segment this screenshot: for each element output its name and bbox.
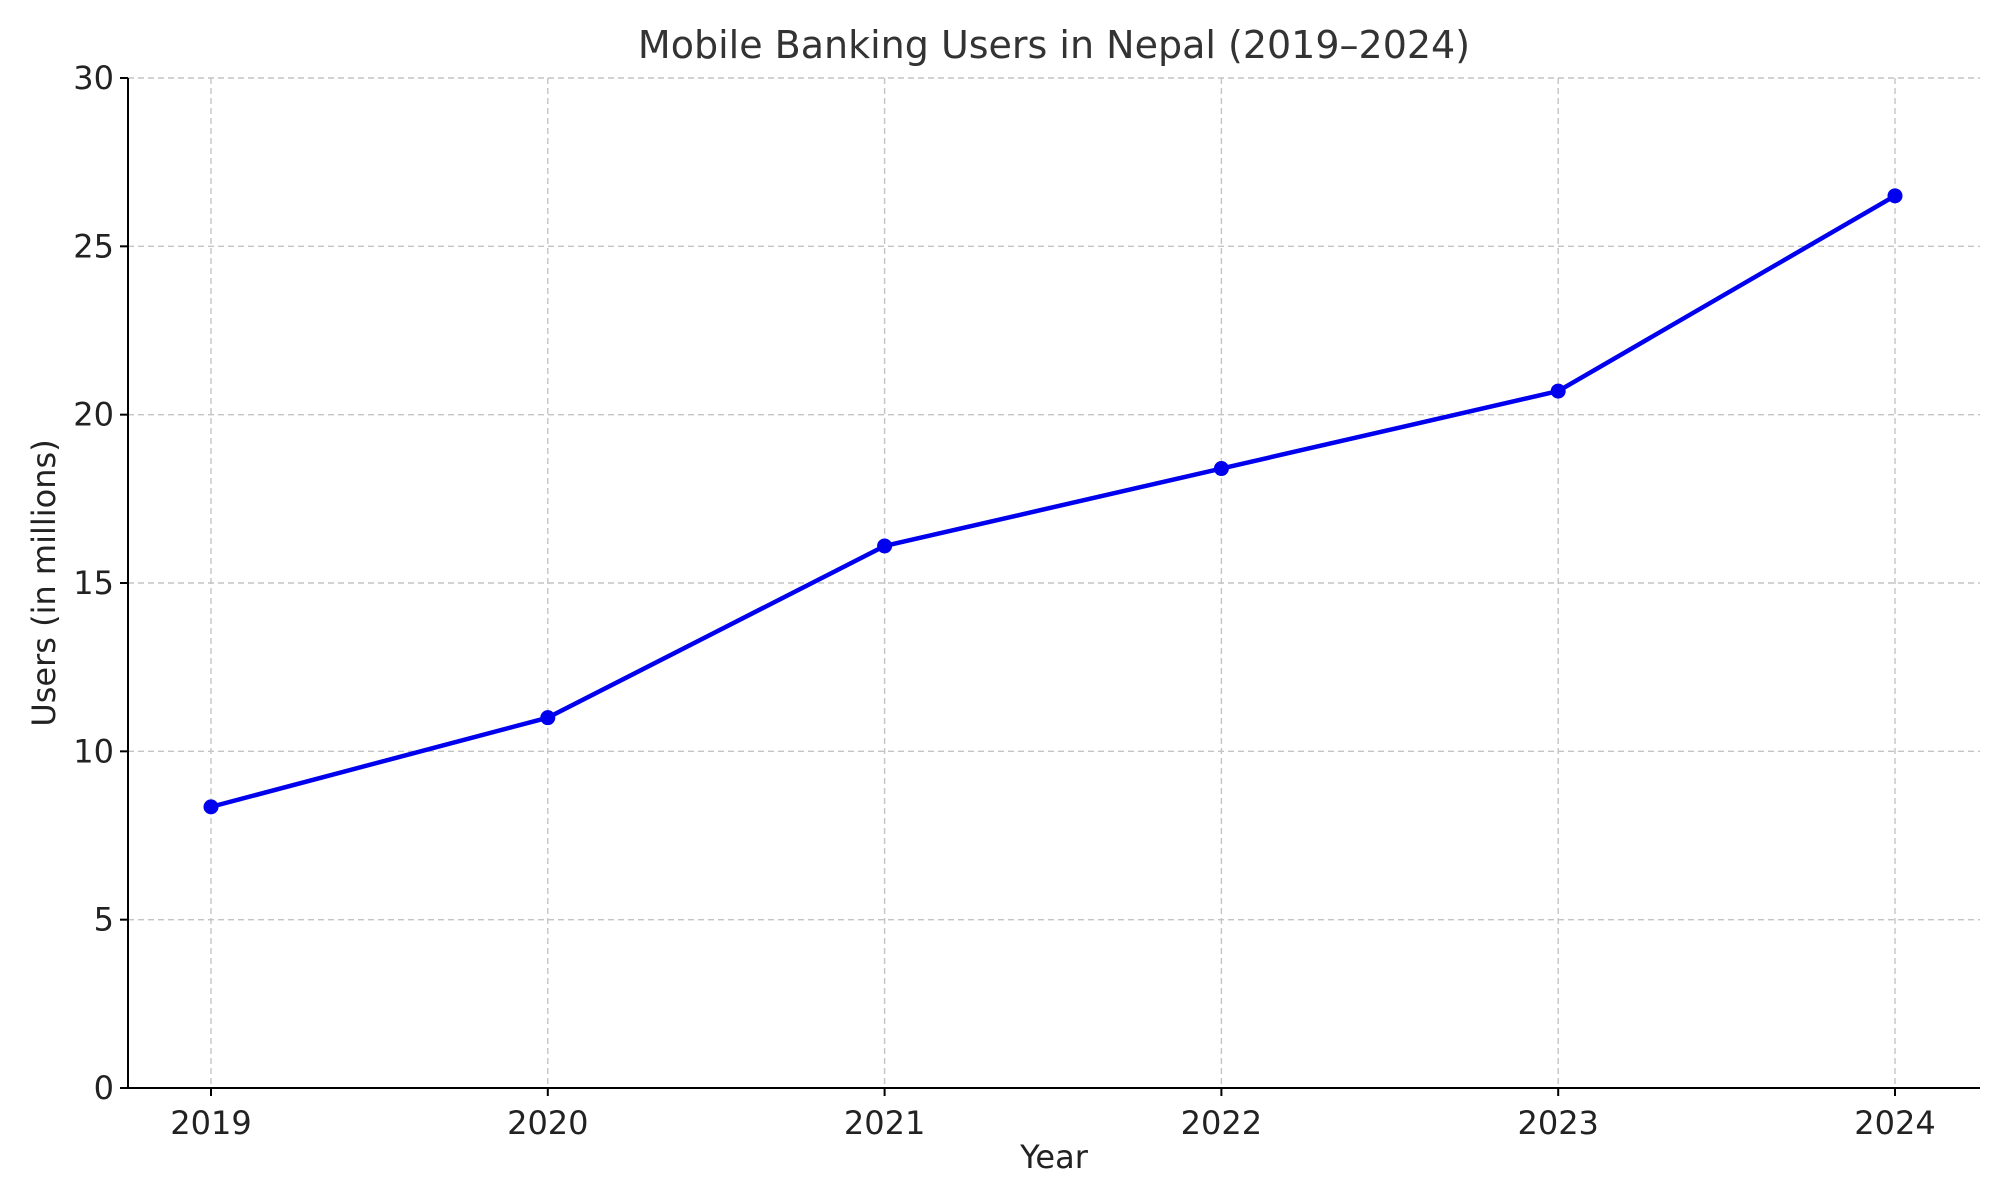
data-point-2020 [540, 710, 556, 726]
x-axis-label: Year [1019, 1138, 1089, 1176]
y-tick-label: 30 [73, 59, 114, 97]
x-tick-label: 2023 [1517, 1104, 1598, 1142]
data-point-2021 [877, 538, 893, 554]
data-point-2024 [1887, 188, 1903, 204]
series-users [203, 188, 1903, 815]
chart-title: Mobile Banking Users in Nepal (2019–2024… [638, 23, 1470, 67]
y-tick-label: 20 [73, 396, 114, 434]
y-tick-label: 10 [73, 732, 114, 770]
grid [128, 77, 1980, 1088]
y-tick-label: 25 [73, 227, 114, 265]
y-tick-label: 5 [94, 901, 114, 939]
x-tick-label: 2022 [1181, 1104, 1262, 1142]
x-tick-label: 2019 [170, 1104, 251, 1142]
y-tick-label: 0 [94, 1069, 114, 1107]
data-point-2023 [1550, 383, 1566, 399]
x-tick-label: 2020 [507, 1104, 588, 1142]
tick-labels: 0 5 10 15 20 25 30 2019 2020 2021 2022 2023 2024 [73, 59, 1935, 1142]
data-point-2019 [203, 799, 219, 815]
series-line [208, 193, 1898, 810]
axes [120, 77, 1980, 1096]
y-axis-label: Users (in millions) [25, 439, 63, 726]
y-tick-label: 15 [73, 564, 114, 602]
x-tick-label: 2021 [844, 1104, 925, 1142]
x-tick-label: 2024 [1854, 1104, 1935, 1142]
data-point-2022 [1213, 461, 1229, 477]
